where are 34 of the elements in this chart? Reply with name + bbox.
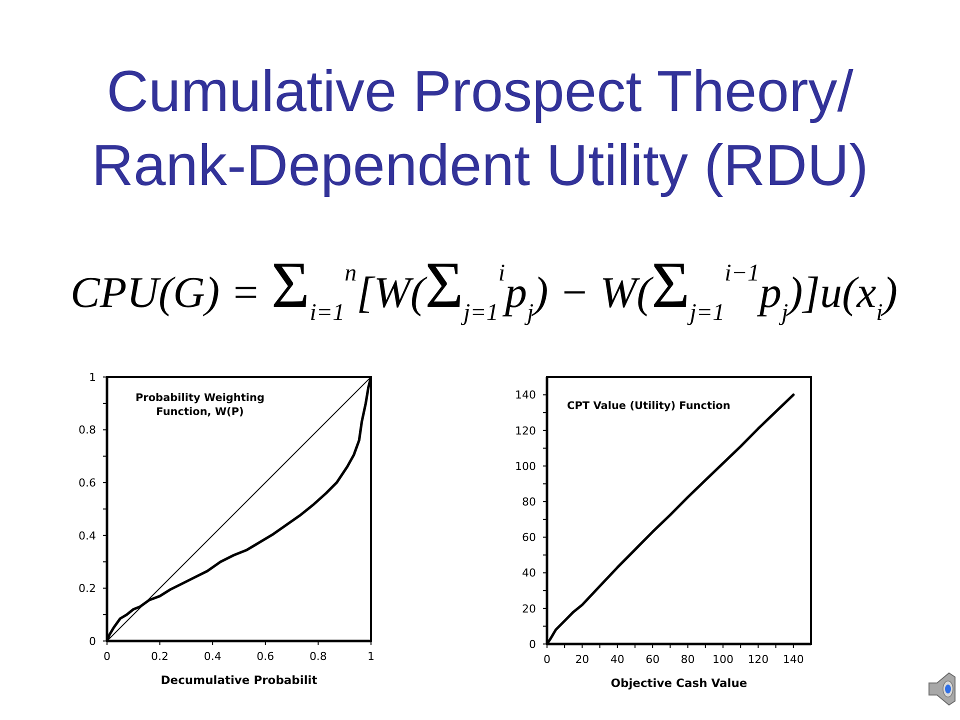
y-tick-label: 140 [515, 388, 536, 402]
y-tick-label: 0.2 [78, 582, 96, 596]
x-tick-label: 0.4 [204, 650, 222, 663]
x-tick-label: 80 [680, 652, 695, 666]
y-tick-label: 100 [515, 460, 536, 473]
y-tick-label: 0 [89, 634, 96, 648]
y-tick-label: 0.8 [78, 424, 96, 437]
x-tick-label: 120 [748, 652, 769, 666]
x-tick-label: 100 [712, 652, 734, 666]
text: CPT Value (Utility) Function [567, 399, 730, 413]
y-tick-label: 0 [529, 638, 536, 651]
text: Cumulative Prospect Theory/ Rank-Dependent Utility (RDU) [90, 58, 870, 200]
x-axis-title: Decumulative Probabilit [160, 673, 318, 687]
y-tick-label: 1 [89, 370, 96, 384]
x-tick-label: 140 [782, 652, 804, 666]
x-tick-label: 60 [646, 652, 660, 666]
x-tick-label: 40 [610, 652, 624, 666]
y-tick-label: 0.6 [78, 476, 96, 490]
y-tick-label: 20 [522, 602, 536, 616]
y-tick-label: 40 [522, 566, 536, 580]
x-tick-label: 0.6 [256, 650, 274, 663]
text: Probability Weighting Function, W(P) [134, 391, 266, 419]
x-tick-label: 20 [575, 652, 590, 666]
y-tick-label: 60 [522, 531, 536, 544]
x-tick-label: 0.2 [151, 650, 169, 663]
x-tick-label: 0 [544, 652, 550, 666]
x-axis-title: Objective Cash Value [610, 676, 748, 690]
y-tick-label: 80 [522, 496, 536, 509]
y-tick-label: 120 [515, 424, 536, 438]
y-tick-label: 0.4 [78, 529, 96, 542]
x-tick-label: 0 [104, 650, 110, 663]
x-tick-label: 0.8 [309, 650, 327, 663]
x-tick-label: 1 [368, 650, 374, 663]
text: CPU(G) = Σ$_{i=1}$$^{n}$[W(Σ$_{j=1}$$^{i}$p$_{j}$) − W(Σ$_{j=1}$$^{i−1}$p$_{j}$)]u(x$_{i}$) [70, 249, 898, 326]
